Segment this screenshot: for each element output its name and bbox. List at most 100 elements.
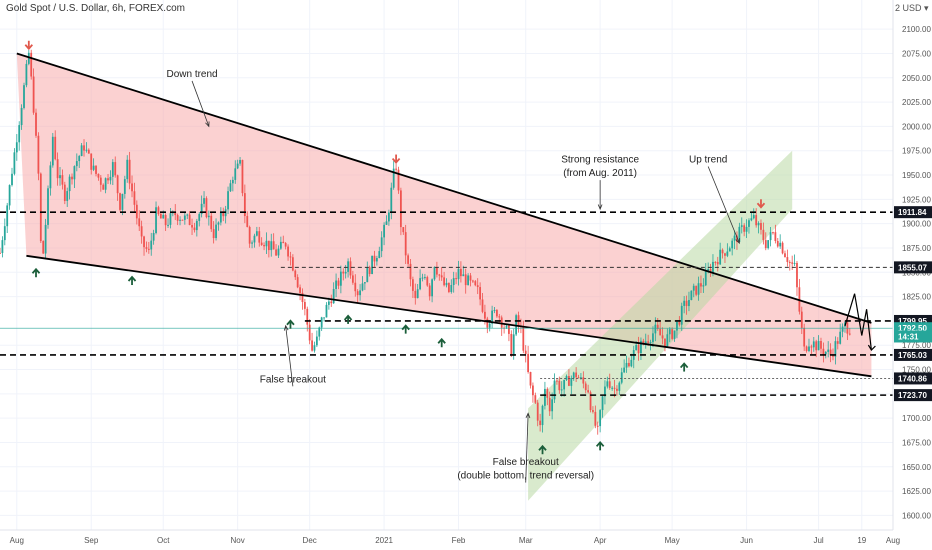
candle-body bbox=[99, 177, 102, 185]
candle-body bbox=[522, 327, 525, 351]
candle bbox=[395, 162, 397, 173]
y-tick-label: 1775.00 bbox=[902, 341, 931, 350]
candle bbox=[23, 82, 25, 110]
candle-body bbox=[604, 386, 606, 397]
candle-body bbox=[363, 282, 366, 284]
candle-body bbox=[1, 240, 4, 253]
candle bbox=[373, 250, 376, 267]
candle bbox=[834, 336, 837, 365]
candle bbox=[258, 226, 261, 247]
candle-body bbox=[133, 191, 136, 205]
candle bbox=[570, 375, 573, 395]
candle-body bbox=[207, 215, 210, 218]
candle bbox=[270, 233, 273, 257]
candle bbox=[311, 332, 313, 352]
candle-body bbox=[683, 300, 686, 306]
candle-body bbox=[335, 280, 337, 290]
candle bbox=[822, 342, 825, 363]
candle bbox=[95, 165, 97, 177]
candle bbox=[503, 324, 506, 334]
candle-body bbox=[707, 268, 710, 272]
candle-body bbox=[174, 211, 177, 216]
candle bbox=[13, 148, 16, 176]
candle bbox=[219, 207, 222, 226]
candle bbox=[659, 320, 662, 336]
candle-body bbox=[776, 240, 779, 247]
candle-body bbox=[719, 249, 722, 265]
candle-body bbox=[397, 169, 400, 191]
candle bbox=[107, 174, 109, 184]
candle bbox=[282, 235, 285, 244]
candle-body bbox=[558, 380, 561, 391]
currency-selector[interactable]: 2 USD ▾ bbox=[895, 3, 929, 14]
candle-body bbox=[140, 226, 143, 237]
candle-body bbox=[193, 227, 196, 231]
candle bbox=[47, 185, 49, 229]
arrow-head bbox=[538, 444, 547, 451]
candle bbox=[356, 289, 359, 304]
candle bbox=[481, 293, 484, 314]
candle bbox=[587, 384, 590, 394]
candle bbox=[839, 323, 842, 345]
candle bbox=[841, 323, 844, 338]
candle-body bbox=[275, 249, 277, 256]
candle-body bbox=[834, 341, 837, 357]
candle-body bbox=[810, 346, 813, 348]
candle bbox=[265, 232, 268, 254]
candle bbox=[246, 211, 249, 228]
candle-body bbox=[37, 135, 40, 174]
candle-body bbox=[438, 274, 441, 276]
up-arrow-icon bbox=[437, 337, 446, 348]
candle bbox=[695, 285, 698, 297]
candle bbox=[20, 104, 23, 130]
candle-body bbox=[620, 372, 623, 383]
candle-body bbox=[642, 340, 645, 344]
candle-body bbox=[169, 213, 172, 225]
candle bbox=[347, 258, 349, 278]
candle bbox=[767, 240, 770, 250]
candle-body bbox=[3, 226, 6, 241]
candle-body bbox=[90, 153, 93, 170]
candle-body bbox=[428, 285, 431, 297]
candle-body bbox=[181, 219, 184, 221]
candle-body bbox=[342, 271, 345, 274]
candle-body bbox=[179, 219, 181, 221]
candle bbox=[683, 296, 686, 314]
candle bbox=[491, 305, 494, 329]
candle-body bbox=[476, 285, 479, 288]
candle bbox=[762, 222, 765, 245]
candle-body bbox=[236, 163, 239, 169]
candle bbox=[260, 237, 263, 246]
candle bbox=[299, 284, 301, 301]
candle-body bbox=[366, 267, 369, 283]
candle bbox=[306, 306, 309, 332]
candle-body bbox=[697, 283, 700, 295]
candle bbox=[248, 225, 251, 248]
candle-body bbox=[524, 350, 527, 354]
candle bbox=[709, 263, 712, 277]
candle bbox=[599, 409, 602, 433]
candle bbox=[836, 337, 839, 350]
candle-body bbox=[277, 248, 280, 256]
candle-body bbox=[673, 330, 676, 339]
candle-body bbox=[95, 165, 97, 174]
candle-body bbox=[392, 168, 395, 188]
candle-body bbox=[246, 216, 249, 227]
candle bbox=[251, 240, 253, 249]
candle-body bbox=[308, 324, 311, 341]
candle bbox=[460, 261, 462, 283]
candle bbox=[102, 183, 105, 190]
candle-body bbox=[131, 183, 133, 192]
candle bbox=[255, 226, 258, 237]
candle bbox=[183, 211, 186, 225]
candle bbox=[133, 182, 136, 213]
candle bbox=[702, 278, 705, 293]
candle-body bbox=[618, 382, 621, 391]
candle-body bbox=[282, 241, 285, 244]
candle bbox=[601, 395, 604, 418]
candle-body bbox=[676, 321, 678, 331]
candle bbox=[383, 222, 385, 246]
candle bbox=[508, 324, 510, 342]
candle bbox=[275, 244, 277, 256]
